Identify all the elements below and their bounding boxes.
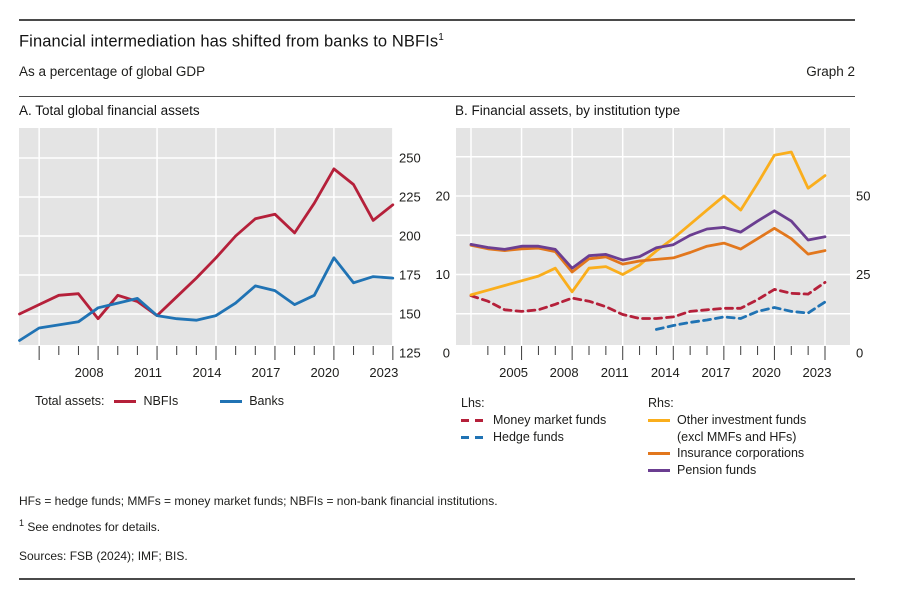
- legend-item-pension: Pension funds: [648, 463, 756, 477]
- y-tick-label: 150: [399, 307, 421, 322]
- money-market-funds-line: [469, 280, 827, 320]
- hedge-funds-line: [655, 300, 827, 331]
- x-tick-label: 2023: [803, 365, 832, 380]
- legend-item-hf: Hedge funds: [461, 430, 564, 444]
- panel-a-legend-prefix: Total assets:: [35, 394, 105, 408]
- sources-line: Sources: FSB (2024); IMF; BIS.: [19, 549, 188, 563]
- x-tick-label: 2008: [550, 365, 579, 380]
- title-footnote-marker: 1: [438, 32, 444, 43]
- nbfis-legend-swatch: [114, 399, 137, 403]
- nbfis-line: [18, 167, 395, 321]
- mmf-legend-label: Money market funds: [493, 413, 607, 427]
- legend-item-mmf: Money market funds: [461, 413, 606, 427]
- y-tick-label: 10: [436, 267, 450, 282]
- legend-item-insurance: Insurance corporations: [648, 446, 804, 460]
- legend-rhs-header: Rhs:: [648, 396, 674, 410]
- x-tick-label: 2020: [310, 365, 339, 380]
- x-tick-label: 2014: [193, 365, 222, 380]
- legend-item-oif: Other investment funds: [648, 413, 806, 427]
- x-tick-label: 2023: [369, 365, 398, 380]
- footnote-text: See endnotes for details.: [27, 520, 161, 534]
- pension-legend-label: Pension funds: [677, 463, 757, 477]
- banks-legend-swatch: [220, 399, 243, 403]
- banks-legend-label: Banks: [249, 394, 284, 408]
- panel-a-title: A. Total global financial assets: [19, 103, 200, 118]
- legend-lhs-header: Lhs:: [461, 396, 485, 410]
- top-rule: [19, 19, 855, 21]
- hf-legend-swatch: [461, 435, 487, 439]
- footnote: 1 See endnotes for details.: [19, 518, 160, 534]
- x-tick-label: 2017: [251, 365, 280, 380]
- graph-number-label: Graph 2: [806, 64, 855, 79]
- pension-funds-line: [469, 209, 827, 270]
- oif-legend-swatch: [648, 418, 670, 422]
- oif-legend-label: Other investment funds: [677, 413, 807, 427]
- x-tick-label: 2014: [651, 365, 680, 380]
- other-investment-funds-excl-mmfs-and-hfs-line: [469, 150, 827, 297]
- y-tick-label: 0: [443, 346, 450, 361]
- y-tick-label: 200: [399, 229, 421, 244]
- y-tick-label: 50: [856, 189, 870, 204]
- y-tick-label: 20: [436, 189, 450, 204]
- y-tick-label: 25: [856, 267, 870, 282]
- footnote-marker: 1: [19, 518, 25, 528]
- abbreviations-note: HFs = hedge funds; MMFs = money market f…: [19, 494, 498, 508]
- mmf-legend-swatch: [461, 418, 487, 422]
- bottom-rule: [19, 578, 855, 580]
- y-tick-label: 175: [399, 268, 421, 283]
- x-tick-label: 2008: [75, 365, 104, 380]
- oif-legend-label-line2: (excl MMFs and HFs): [677, 430, 797, 444]
- banks-line: [18, 256, 395, 342]
- y-tick-label: 125: [399, 346, 421, 361]
- header-rule: [19, 96, 855, 97]
- graph-title-text: Financial intermediation has shifted fro…: [19, 32, 439, 51]
- x-tick-label: 2020: [752, 365, 781, 380]
- graph-title: Financial intermediation has shifted fro…: [19, 32, 444, 52]
- hf-legend-label: Hedge funds: [493, 430, 564, 444]
- x-tick-label: 2005: [499, 365, 528, 380]
- graph-subtitle: As a percentage of global GDP: [19, 64, 206, 79]
- insurance-corporations-line: [469, 226, 827, 274]
- nbfis-legend-label: NBFIs: [143, 394, 179, 408]
- panel-b-title: B. Financial assets, by institution type: [455, 103, 681, 118]
- insurance-legend-swatch: [648, 451, 670, 455]
- y-tick-label: 0: [856, 346, 863, 361]
- pension-legend-swatch: [648, 468, 670, 472]
- y-tick-label: 250: [399, 151, 421, 166]
- y-tick-label: 225: [399, 190, 421, 205]
- x-tick-label: 2011: [134, 365, 162, 380]
- x-tick-label: 2011: [601, 365, 629, 380]
- insurance-legend-label: Insurance corporations: [677, 446, 805, 460]
- x-tick-label: 2017: [701, 365, 730, 380]
- panel-a-legend: Total assets: NBFIs Banks: [35, 394, 284, 408]
